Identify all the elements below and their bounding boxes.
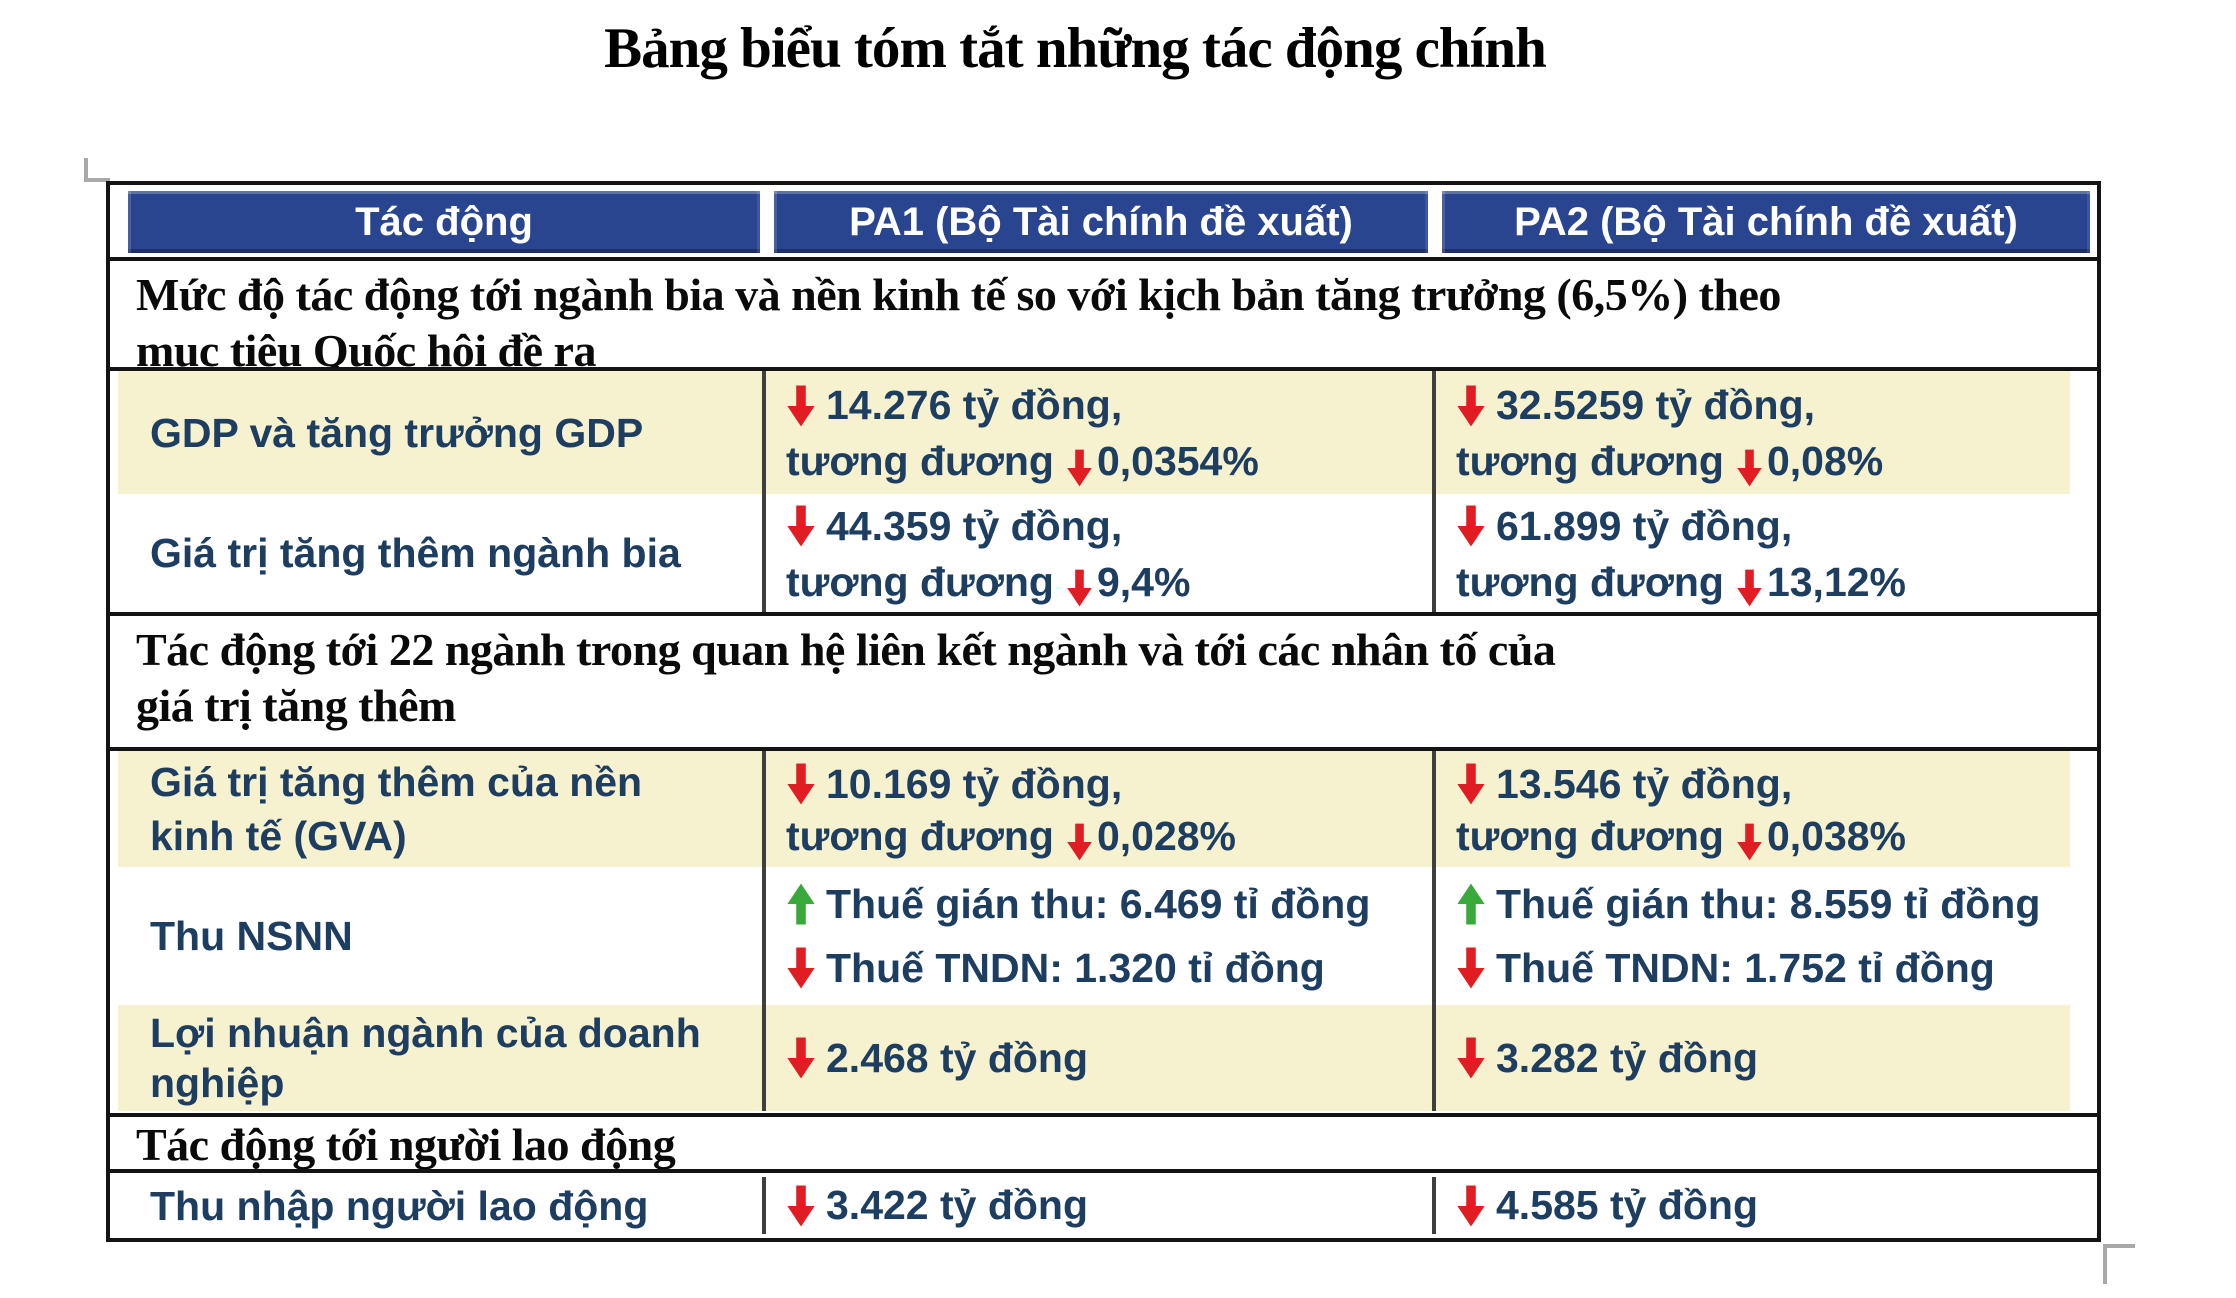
row-gdp-pa2-line2: tương đương 0,08% bbox=[1456, 438, 1883, 486]
row-budget-label-text: Thu NSNN bbox=[150, 913, 353, 959]
row-beer-value-pa2-line2: tương đương 13,12% bbox=[1456, 558, 1906, 607]
row-gva-pa1-line1: 10.169 tỷ đồng, bbox=[786, 758, 1236, 810]
section-heading-3: Tác động tới người lao động bbox=[136, 1117, 2086, 1173]
row-labor-pa1-line1: 3.422 tỷ đồng bbox=[786, 1182, 1088, 1229]
down-arrow-icon bbox=[787, 385, 815, 426]
column-divider bbox=[1432, 751, 1436, 1111]
row-budget-pa1-line2: Thuế TNDN: 1.320 tỉ đồng bbox=[786, 942, 1370, 994]
down-arrow-icon bbox=[1737, 569, 1762, 607]
down-arrow-icon bbox=[1737, 449, 1762, 486]
summary-table: Tác động PA1 (Bộ Tài chính đề xuất) PA2 … bbox=[106, 181, 2101, 1242]
header-cell-pa1: PA1 (Bộ Tài chính đề xuất) bbox=[774, 191, 1428, 253]
page-title: Bảng biểu tóm tắt những tác động chính bbox=[604, 17, 1547, 80]
row-profit-pa1-line1: 2.468 tỷ đồng bbox=[786, 1032, 1088, 1084]
row-profit-pa2-cell: 3.282 tỷ đồng bbox=[1456, 1005, 1758, 1111]
row-labor-pa2-line1: 4.585 tỷ đồng bbox=[1456, 1182, 1758, 1229]
row-gva-label-line2: kinh tế (GVA) bbox=[150, 813, 407, 859]
row-divider bbox=[110, 367, 2097, 371]
row-gdp-label-text: GDP và tăng trưởng GDP bbox=[150, 409, 644, 456]
column-divider bbox=[762, 751, 766, 1111]
row-divider bbox=[110, 612, 2097, 616]
section-heading-2-line1: Tác động tới 22 ngành trong quan hệ liên… bbox=[136, 624, 1556, 675]
column-divider bbox=[762, 371, 766, 612]
row-divider bbox=[110, 747, 2097, 751]
down-arrow-icon bbox=[1457, 385, 1485, 426]
row-gva-pa1-line2: tương đương 0,028% bbox=[786, 812, 1236, 861]
down-arrow-icon bbox=[1737, 823, 1762, 861]
header-label-pa1: PA1 (Bộ Tài chính đề xuất) bbox=[849, 199, 1353, 244]
up-arrow-icon bbox=[1457, 883, 1485, 925]
crop-mark-top-left-icon bbox=[84, 158, 110, 182]
down-arrow-icon bbox=[1067, 823, 1092, 861]
down-arrow-icon bbox=[787, 505, 815, 547]
column-divider bbox=[1432, 1177, 1436, 1234]
row-labor-pa2-cell: 4.585 tỷ đồng bbox=[1456, 1173, 1758, 1238]
section-heading-1-line1: Mức độ tác động tới ngành bia và nền kin… bbox=[136, 269, 1781, 320]
row-profit-pa2-line1: 3.282 tỷ đồng bbox=[1456, 1032, 1758, 1084]
row-beer-value-pa1-line1: 44.359 tỷ đồng, bbox=[786, 500, 1190, 552]
down-arrow-icon bbox=[1457, 1037, 1485, 1079]
row-beer-value-pa1-line2: tương đương 9,4% bbox=[786, 558, 1190, 607]
header-label-pa2: PA2 (Bộ Tài chính đề xuất) bbox=[1514, 199, 2018, 244]
section-heading-1: Mức độ tác động tới ngành bia và nền kin… bbox=[136, 267, 2086, 379]
down-arrow-icon bbox=[1067, 449, 1092, 486]
row-budget-pa1-line1: Thuế gián thu: 6.469 tỉ đồng bbox=[786, 878, 1370, 930]
down-arrow-icon bbox=[787, 947, 815, 989]
row-budget-pa1-cell: Thuế gián thu: 6.469 tỉ đồng Thuế TNDN: … bbox=[786, 867, 1370, 1005]
header-cell-pa2: PA2 (Bộ Tài chính đề xuất) bbox=[1442, 191, 2090, 253]
row-budget-pa2-line2: Thuế TNDN: 1.752 tỉ đồng bbox=[1456, 942, 2040, 994]
row-beer-value-pa1-cell: 44.359 tỷ đồng, tương đương 9,4% bbox=[786, 494, 1190, 612]
row-beer-value-label: Giá trị tăng thêm ngành bia bbox=[150, 494, 681, 612]
row-divider bbox=[110, 1113, 2097, 1117]
row-gva-pa2-cell: 13.546 tỷ đồng, tương đương 0,038% bbox=[1456, 751, 1906, 867]
crop-mark-bottom-right-icon bbox=[2103, 1244, 2135, 1284]
row-budget-label: Thu NSNN bbox=[150, 867, 353, 1005]
row-gdp-pa1-line2: tương đương 0,0354% bbox=[786, 438, 1259, 486]
down-arrow-icon bbox=[787, 1037, 815, 1079]
row-budget-pa2-cell: Thuế gián thu: 8.559 tỉ đồng Thuế TNDN: … bbox=[1456, 867, 2040, 1005]
row-profit-background bbox=[118, 1005, 2070, 1111]
row-beer-value-pa2-line1: 61.899 tỷ đồng, bbox=[1456, 500, 1906, 552]
row-profit-label-line1: Lợi nhuận ngành của doanh bbox=[150, 1010, 701, 1056]
row-gva-pa1-cell: 10.169 tỷ đồng, tương đương 0,028% bbox=[786, 751, 1236, 867]
column-divider bbox=[762, 1177, 766, 1234]
row-gva-label-line1: Giá trị tăng thêm của nền bbox=[150, 759, 643, 805]
down-arrow-icon bbox=[1457, 763, 1485, 805]
row-gva-pa2-line1: 13.546 tỷ đồng, bbox=[1456, 758, 1906, 810]
row-divider bbox=[110, 257, 2097, 261]
row-profit-label: Lợi nhuận ngành của doanh nghiệp bbox=[150, 1005, 701, 1111]
row-gdp-pa1-line1: 14.276 tỷ đồng, bbox=[786, 380, 1259, 432]
row-labor-label: Thu nhập người lao động bbox=[150, 1173, 648, 1238]
column-divider bbox=[1432, 371, 1436, 612]
row-budget-pa2-line1: Thuế gián thu: 8.559 tỉ đồng bbox=[1456, 878, 2040, 930]
down-arrow-icon bbox=[787, 763, 815, 805]
row-profit-label-line2: nghiệp bbox=[150, 1060, 285, 1106]
down-arrow-icon bbox=[1457, 1185, 1485, 1226]
row-divider bbox=[110, 1169, 2097, 1173]
header-label-impact: Tác động bbox=[355, 199, 533, 244]
down-arrow-icon bbox=[1457, 947, 1485, 989]
row-gdp-label: GDP và tăng trưởng GDP bbox=[150, 371, 643, 494]
down-arrow-icon bbox=[1067, 569, 1092, 607]
row-gdp-pa2-line1: 32.5259 tỷ đồng, bbox=[1456, 380, 1883, 432]
row-beer-value-label-text: Giá trị tăng thêm ngành bia bbox=[150, 530, 681, 576]
row-gdp-pa2-cell: 32.5259 tỷ đồng, tương đương 0,08% bbox=[1456, 371, 1883, 494]
header-cell-impact: Tác động bbox=[128, 191, 760, 253]
row-gva-pa2-line2: tương đương 0,038% bbox=[1456, 812, 1906, 861]
down-arrow-icon bbox=[787, 1185, 815, 1226]
row-beer-value-pa2-cell: 61.899 tỷ đồng, tương đương 13,12% bbox=[1456, 494, 1906, 612]
row-profit-pa1-cell: 2.468 tỷ đồng bbox=[786, 1005, 1088, 1111]
section-heading-2-line2: giá trị tăng thêm bbox=[136, 680, 456, 731]
row-gdp-pa1-cell: 14.276 tỷ đồng, tương đương 0,0354% bbox=[786, 371, 1259, 494]
up-arrow-icon bbox=[787, 883, 815, 925]
section-heading-2: Tác động tới 22 ngành trong quan hệ liên… bbox=[136, 622, 2086, 734]
row-gva-label: Giá trị tăng thêm của nền kinh tế (GVA) bbox=[150, 751, 642, 867]
down-arrow-icon bbox=[1457, 505, 1485, 547]
row-labor-label-text: Thu nhập người lao động bbox=[150, 1182, 649, 1229]
row-labor-pa1-cell: 3.422 tỷ đồng bbox=[786, 1173, 1088, 1238]
section-heading-3-line1: Tác động tới người lao động bbox=[136, 1119, 676, 1170]
